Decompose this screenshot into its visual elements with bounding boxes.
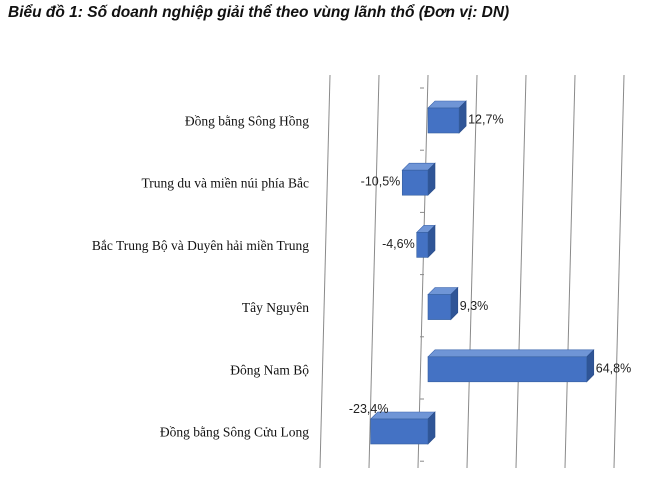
chart-data-labels: 12,7% -10,5% -4,6% 9,3% 64,8% -23,4%	[349, 113, 631, 417]
chart-axis-ticks	[420, 87, 424, 462]
chart-category-labels: Đồng bằng Sông Hồng Trung du và miền núi …	[92, 114, 309, 440]
data-label: -10,5%	[361, 175, 401, 189]
chart-gridlines	[319, 74, 625, 469]
data-label: -4,6%	[382, 237, 415, 251]
chart-bars	[369, 100, 595, 445]
data-label: 9,3%	[460, 299, 489, 313]
category-label: Trung du và miền núi phía Bắc	[142, 176, 309, 191]
bar	[427, 107, 460, 134]
gridline	[466, 74, 478, 469]
bar	[370, 418, 429, 445]
data-label: -23,4%	[349, 402, 389, 416]
category-label: Bắc Trung Bộ và Duyên hải miền Trung	[92, 238, 309, 253]
category-label: Đồng bằng Sông Cửu Long	[160, 425, 309, 440]
bar-top-face	[427, 349, 595, 358]
bar	[427, 294, 452, 320]
bar	[401, 169, 429, 196]
category-label: Tây Nguyên	[242, 300, 309, 315]
gridline	[368, 74, 380, 469]
gridline	[417, 74, 429, 469]
gridline	[515, 74, 527, 469]
bar	[416, 232, 429, 258]
data-label: 64,8%	[596, 361, 631, 375]
gridline	[613, 74, 625, 469]
data-label: 12,7%	[468, 113, 503, 127]
gridline	[564, 74, 576, 469]
bar	[427, 356, 588, 383]
chart-title: Biểu đồ 1: Số doanh nghiệp giải thể theo…	[8, 4, 510, 21]
category-label: Đông Nam Bộ	[230, 362, 309, 377]
gridline	[319, 74, 331, 469]
category-label: Đồng bằng Sông Hồng	[185, 114, 309, 129]
